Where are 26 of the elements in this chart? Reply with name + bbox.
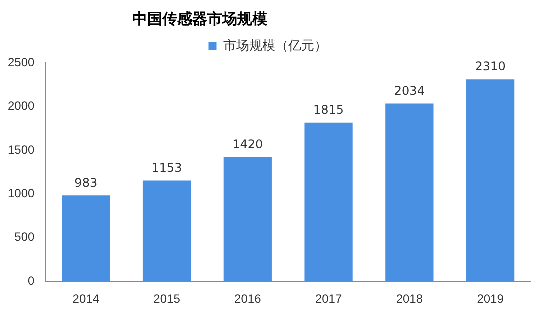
- chart-title: 中国传感器市场规模: [132, 10, 268, 29]
- y-tick-label: 2000: [8, 99, 36, 114]
- bar: [386, 104, 434, 282]
- y-tick-label: 1500: [8, 142, 36, 157]
- data-label: 1420: [232, 138, 264, 152]
- y-tick-label: 500: [14, 230, 36, 244]
- data-label: 983: [74, 176, 98, 190]
- x-tick-label: 2018: [396, 292, 424, 306]
- y-tick-label: 2500: [8, 55, 36, 70]
- data-label: 2034: [394, 84, 425, 98]
- bar: [466, 80, 515, 282]
- x-tick-label: 2016: [234, 292, 262, 306]
- legend-label: 市场规模（亿元）: [223, 38, 328, 54]
- x-tick-label: 2015: [154, 292, 181, 306]
- x-tick-label: 2019: [477, 292, 504, 306]
- y-tick-label: 1000: [8, 186, 36, 200]
- bar: [142, 180, 192, 282]
- x-tick-label: 2014: [72, 292, 100, 306]
- data-label: 1815: [314, 103, 344, 118]
- bar: [224, 157, 272, 282]
- bar: [304, 122, 353, 282]
- y-tick-label: 0: [28, 274, 36, 288]
- data-label: 1153: [152, 160, 182, 175]
- bar: [62, 196, 110, 282]
- x-tick-label: 2017: [315, 292, 342, 306]
- data-label: 2310: [475, 60, 506, 74]
